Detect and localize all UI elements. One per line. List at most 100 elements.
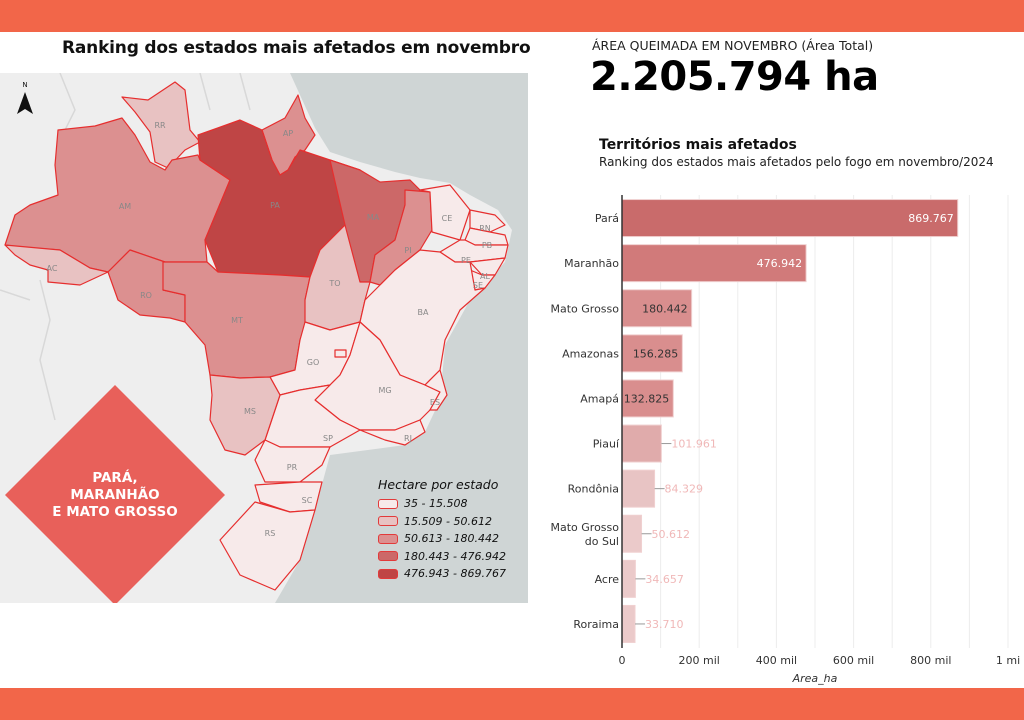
x-tick-label: 600 mil (833, 654, 874, 667)
bar (621, 469, 656, 508)
chart-title: Territórios mais afetados (599, 137, 797, 153)
category-label: Pará (595, 212, 619, 225)
bar (621, 199, 959, 238)
map-legend: Hectare por estado 35 - 15.508 15.509 - 5… (378, 477, 506, 583)
legend-swatch (378, 568, 398, 579)
state-label: AL (480, 272, 490, 281)
category-label: Rondônia (568, 483, 619, 496)
state-rn (469, 209, 506, 233)
bar (621, 289, 693, 328)
state-label: PA (270, 201, 280, 210)
highlight-line: MARANHÃO (70, 487, 160, 503)
legend-swatch (378, 551, 398, 562)
legend-label: 15.509 - 50.612 (404, 514, 492, 528)
state-df (334, 349, 347, 358)
state-rs (219, 501, 316, 591)
state-label: SE (473, 281, 483, 290)
legend-item: 15.509 - 50.612 (378, 513, 506, 531)
bar (621, 379, 674, 418)
legend-item: 476.943 - 869.767 (378, 565, 506, 583)
state-label: AC (47, 264, 58, 273)
legend-label: 476.943 - 869.767 (404, 567, 506, 581)
state-label: MA (367, 213, 380, 222)
bar (621, 424, 662, 463)
state-label: ES (430, 398, 440, 407)
state-label: GO (307, 358, 320, 367)
bar (621, 334, 683, 373)
category-label: Mato Grosso (551, 302, 620, 315)
state-label: PI (404, 246, 411, 255)
state-label: RO (140, 291, 152, 300)
legend-item: 180.443 - 476.942 (378, 548, 506, 566)
x-tick-label: 0 (619, 654, 626, 667)
state-label: AM (119, 202, 131, 211)
map-title: Ranking dos estados mais afetados em nov… (62, 38, 531, 58)
highlight-text: PARÁ, MARANHÃO E MATO GROSSO (30, 470, 200, 521)
category-label: Maranhão (564, 257, 619, 270)
state-label: PB (482, 241, 492, 250)
category-label: Acre (595, 573, 620, 586)
category-label: Amapá (580, 392, 619, 405)
category-label: Mato Grosso do Sul (551, 521, 620, 548)
bar (621, 244, 807, 283)
highlight-diamond (5, 385, 225, 603)
x-tick-label: 400 mil (756, 654, 797, 667)
legend-label: 35 - 15.508 (404, 497, 468, 511)
state-label: PE (461, 256, 471, 265)
x-tick-label: 200 mil (679, 654, 720, 667)
highlight-line: E MATO GROSSO (52, 504, 178, 520)
value-label: 84.329 (665, 483, 704, 496)
state-label: RN (479, 224, 491, 233)
value-label: 101.961 (671, 438, 717, 451)
bar (621, 559, 636, 598)
state-label: RS (265, 529, 276, 538)
state-label: MS (244, 407, 256, 416)
north-label: N (22, 81, 27, 89)
kpi-value: 2.205.794 ha (590, 54, 879, 100)
bar-chart: Pará 869.767 Maranhão 476.942 Mato Grosso 180… (551, 195, 1020, 685)
kpi-label: ÁREA QUEIMADA EM NOVEMBRO (Área Total) (592, 38, 874, 53)
legend-label: 50.613 - 180.442 (404, 532, 499, 546)
state-label: MG (378, 386, 391, 395)
state-label: RR (154, 121, 166, 130)
state-ms (209, 374, 281, 456)
state-label: SC (302, 496, 313, 505)
highlight-line: PARÁ, (92, 470, 138, 486)
state-es (424, 369, 448, 411)
legend-item: 35 - 15.508 (378, 495, 506, 513)
bar (621, 514, 643, 553)
legend-swatch (378, 498, 398, 509)
state-ac (4, 244, 109, 286)
x-tick-label: 800 mil (910, 654, 951, 667)
state-label: PR (287, 463, 298, 472)
neighbor-borders (0, 73, 251, 421)
state-label: RJ (404, 434, 412, 443)
bottom-banner (0, 688, 1024, 720)
state-label: MT (231, 316, 243, 325)
value-label: 132.825 (624, 392, 670, 405)
category-label: Roraima (573, 618, 619, 631)
ocean (275, 73, 528, 603)
legend-title: Hectare por estado (378, 477, 499, 492)
value-label: 33.710 (645, 618, 684, 631)
state-rj (359, 419, 426, 446)
value-label: 156.285 (633, 347, 679, 360)
legend-swatch (378, 533, 398, 544)
x-axis-label: Area_ha (792, 672, 838, 685)
state-label: TO (328, 279, 340, 288)
chart-subtitle: Ranking dos estados mais afetados pelo f… (599, 155, 994, 169)
state-label: SP (323, 434, 333, 443)
state-label: AP (283, 129, 293, 138)
state-label: BA (418, 308, 429, 317)
legend-swatch (378, 516, 398, 527)
x-tick-label: 1 mi (996, 654, 1020, 667)
state-pr (254, 439, 331, 483)
top-banner (0, 0, 1024, 32)
value-label: 180.442 (642, 302, 688, 315)
north-arrow-icon (17, 92, 33, 114)
value-label: 50.612 (652, 528, 691, 541)
value-label: 476.942 (757, 257, 803, 270)
legend-item: 50.613 - 180.442 (378, 530, 506, 548)
value-label: 869.767 (908, 212, 954, 225)
